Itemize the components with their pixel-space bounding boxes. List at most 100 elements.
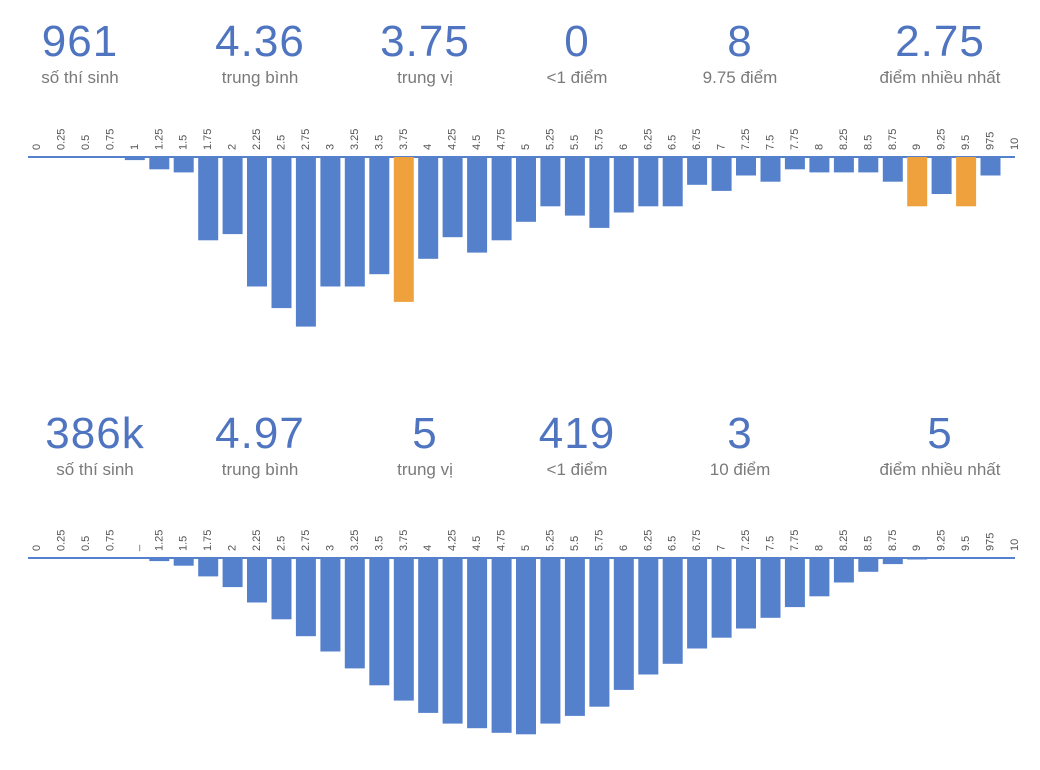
tick-label-0.25: 0.25	[56, 129, 68, 150]
stat-top-score: 8 9.75 điểm	[660, 18, 820, 88]
bar-9.5	[956, 157, 977, 207]
bar-4.25	[442, 157, 463, 238]
bar-6.25	[638, 157, 659, 207]
tick-label-4.25: 4.25	[447, 129, 459, 150]
bar-8	[809, 157, 830, 173]
tick-label-0.75: 0.75	[104, 530, 116, 551]
tick-label-4: 4	[422, 545, 434, 551]
tick-label-1.5: 1.5	[178, 536, 190, 551]
stat-label: <1 điểm	[546, 68, 608, 87]
stat-candidates: 961 số thí sinh	[0, 18, 160, 88]
bar-1	[124, 157, 145, 161]
tick-label-9.25: 9.25	[936, 530, 948, 551]
bar-1.25	[149, 558, 170, 562]
tick-label-1.5: 1.5	[178, 135, 190, 150]
bar-5.5	[564, 558, 585, 716]
tick-label-6.25: 6.25	[642, 129, 654, 150]
stat-mean: 4.97 trung bình	[180, 410, 340, 480]
stat-value: 3	[727, 409, 753, 458]
tick-label-2.75: 2.75	[300, 129, 312, 150]
bar-6.75	[687, 157, 708, 185]
stat-label: <1 điểm	[546, 460, 608, 479]
bar-9	[907, 157, 928, 207]
stat-label: số thí sinh	[41, 68, 119, 87]
stat-below-one: 0 <1 điểm	[497, 18, 657, 88]
stat-value: 961	[41, 17, 119, 66]
bar-2	[222, 157, 243, 235]
tick-label-0: 0	[31, 545, 43, 551]
bar-4.75	[491, 157, 512, 241]
tick-label-4.25: 4.25	[447, 530, 459, 551]
tick-label-4: 4	[422, 144, 434, 150]
tick-label-8.75: 8.75	[887, 129, 899, 150]
stat-value: 3.75	[380, 17, 470, 66]
bar-6.25	[638, 558, 659, 675]
bar-5.5	[564, 157, 585, 216]
bar-5	[516, 157, 536, 222]
tick-label-3.25: 3.25	[349, 129, 361, 150]
bar-8.25	[833, 157, 854, 173]
bar-7.5	[760, 558, 781, 618]
bar-3.25	[344, 157, 365, 287]
tick-label-0.5: 0.5	[80, 536, 92, 551]
tick-label-5.5: 5.5	[569, 536, 581, 551]
stat-value: 386k	[45, 409, 145, 458]
tick-label-1: 1	[129, 144, 141, 150]
tick-label-2.5: 2.5	[276, 135, 288, 150]
stat-value: 2.75	[895, 17, 985, 66]
stat-below-one: 419 <1 điểm	[497, 410, 657, 480]
tick-label-6: 6	[618, 545, 630, 551]
tick-label-8: 8	[813, 144, 825, 150]
tick-label-9.5: 9.5	[960, 135, 972, 150]
bar-1.75	[198, 157, 219, 241]
stat-median: 3.75 trung vị	[345, 18, 505, 88]
tick-label-7.25: 7.25	[740, 530, 752, 551]
tick-label-3.5: 3.5	[373, 135, 385, 150]
stat-value: 0	[564, 17, 590, 66]
bar-2.25	[247, 558, 267, 603]
tick-label-7.75: 7.75	[789, 129, 801, 150]
bar-4.75	[491, 558, 512, 733]
top-chart-panel: 961 số thí sinh 4.36 trung bình 3.75 tru…	[0, 18, 1021, 327]
bottom-histogram: 0 0.25 0.5 0.75 _ 1.25 1.5 1.75 2 2.25 2.5 2.75 3 3.2…	[28, 530, 1021, 735]
tick-label-9: 9	[911, 144, 923, 150]
stat-mode: 2.75 điểm nhiều nhất	[860, 18, 1020, 88]
stat-mode: 5 điểm nhiều nhất	[860, 410, 1020, 480]
tick-label-5.75: 5.75	[593, 530, 605, 551]
bar-7.75	[784, 157, 805, 170]
tick-label-3.25: 3.25	[349, 530, 361, 551]
top-histogram: 0 0.25 0.5 0.75 1 1.25 1.5 1.75 2 2.25 2.5 2.75 3 3.2…	[28, 129, 1021, 327]
bar-1.5	[173, 157, 194, 173]
bar-5.75	[589, 558, 610, 707]
tick-label-0.75: 0.75	[104, 129, 116, 150]
bar-4	[418, 558, 439, 713]
stat-label: trung bình	[221, 68, 299, 87]
bar-3.5	[369, 157, 390, 275]
bar-7.25	[736, 558, 756, 629]
bar-975	[980, 157, 1001, 176]
bar-2.5	[271, 558, 292, 620]
stat-label: điểm nhiều nhất	[879, 460, 1001, 479]
tick-label-8.5: 8.5	[862, 135, 874, 150]
bar-2.75	[295, 157, 316, 327]
tick-label-2.25: 2.25	[251, 530, 263, 551]
tick-label-3.75: 3.75	[398, 129, 410, 150]
tick-label-5: 5	[520, 545, 532, 551]
bar-9.25	[931, 157, 952, 194]
bar-5.25	[540, 558, 561, 724]
tick-label-7: 7	[716, 144, 728, 150]
stat-label: 9.75 điểm	[702, 68, 778, 87]
tick-label-8.25: 8.25	[838, 530, 850, 551]
tick-label-6.75: 6.75	[691, 129, 703, 150]
bar-8.25	[833, 558, 854, 583]
tick-label-3: 3	[324, 545, 336, 551]
tick-label-5: 5	[520, 144, 532, 150]
tick-label-4.5: 4.5	[471, 135, 483, 150]
tick-label-8.75: 8.75	[887, 530, 899, 551]
tick-label-5.5: 5.5	[569, 135, 581, 150]
bar-6.75	[687, 558, 708, 649]
tick-label-7.75: 7.75	[789, 530, 801, 551]
tick-label-9: 9	[911, 545, 923, 551]
bar-7.25	[736, 157, 756, 176]
tick-label-8.5: 8.5	[862, 536, 874, 551]
